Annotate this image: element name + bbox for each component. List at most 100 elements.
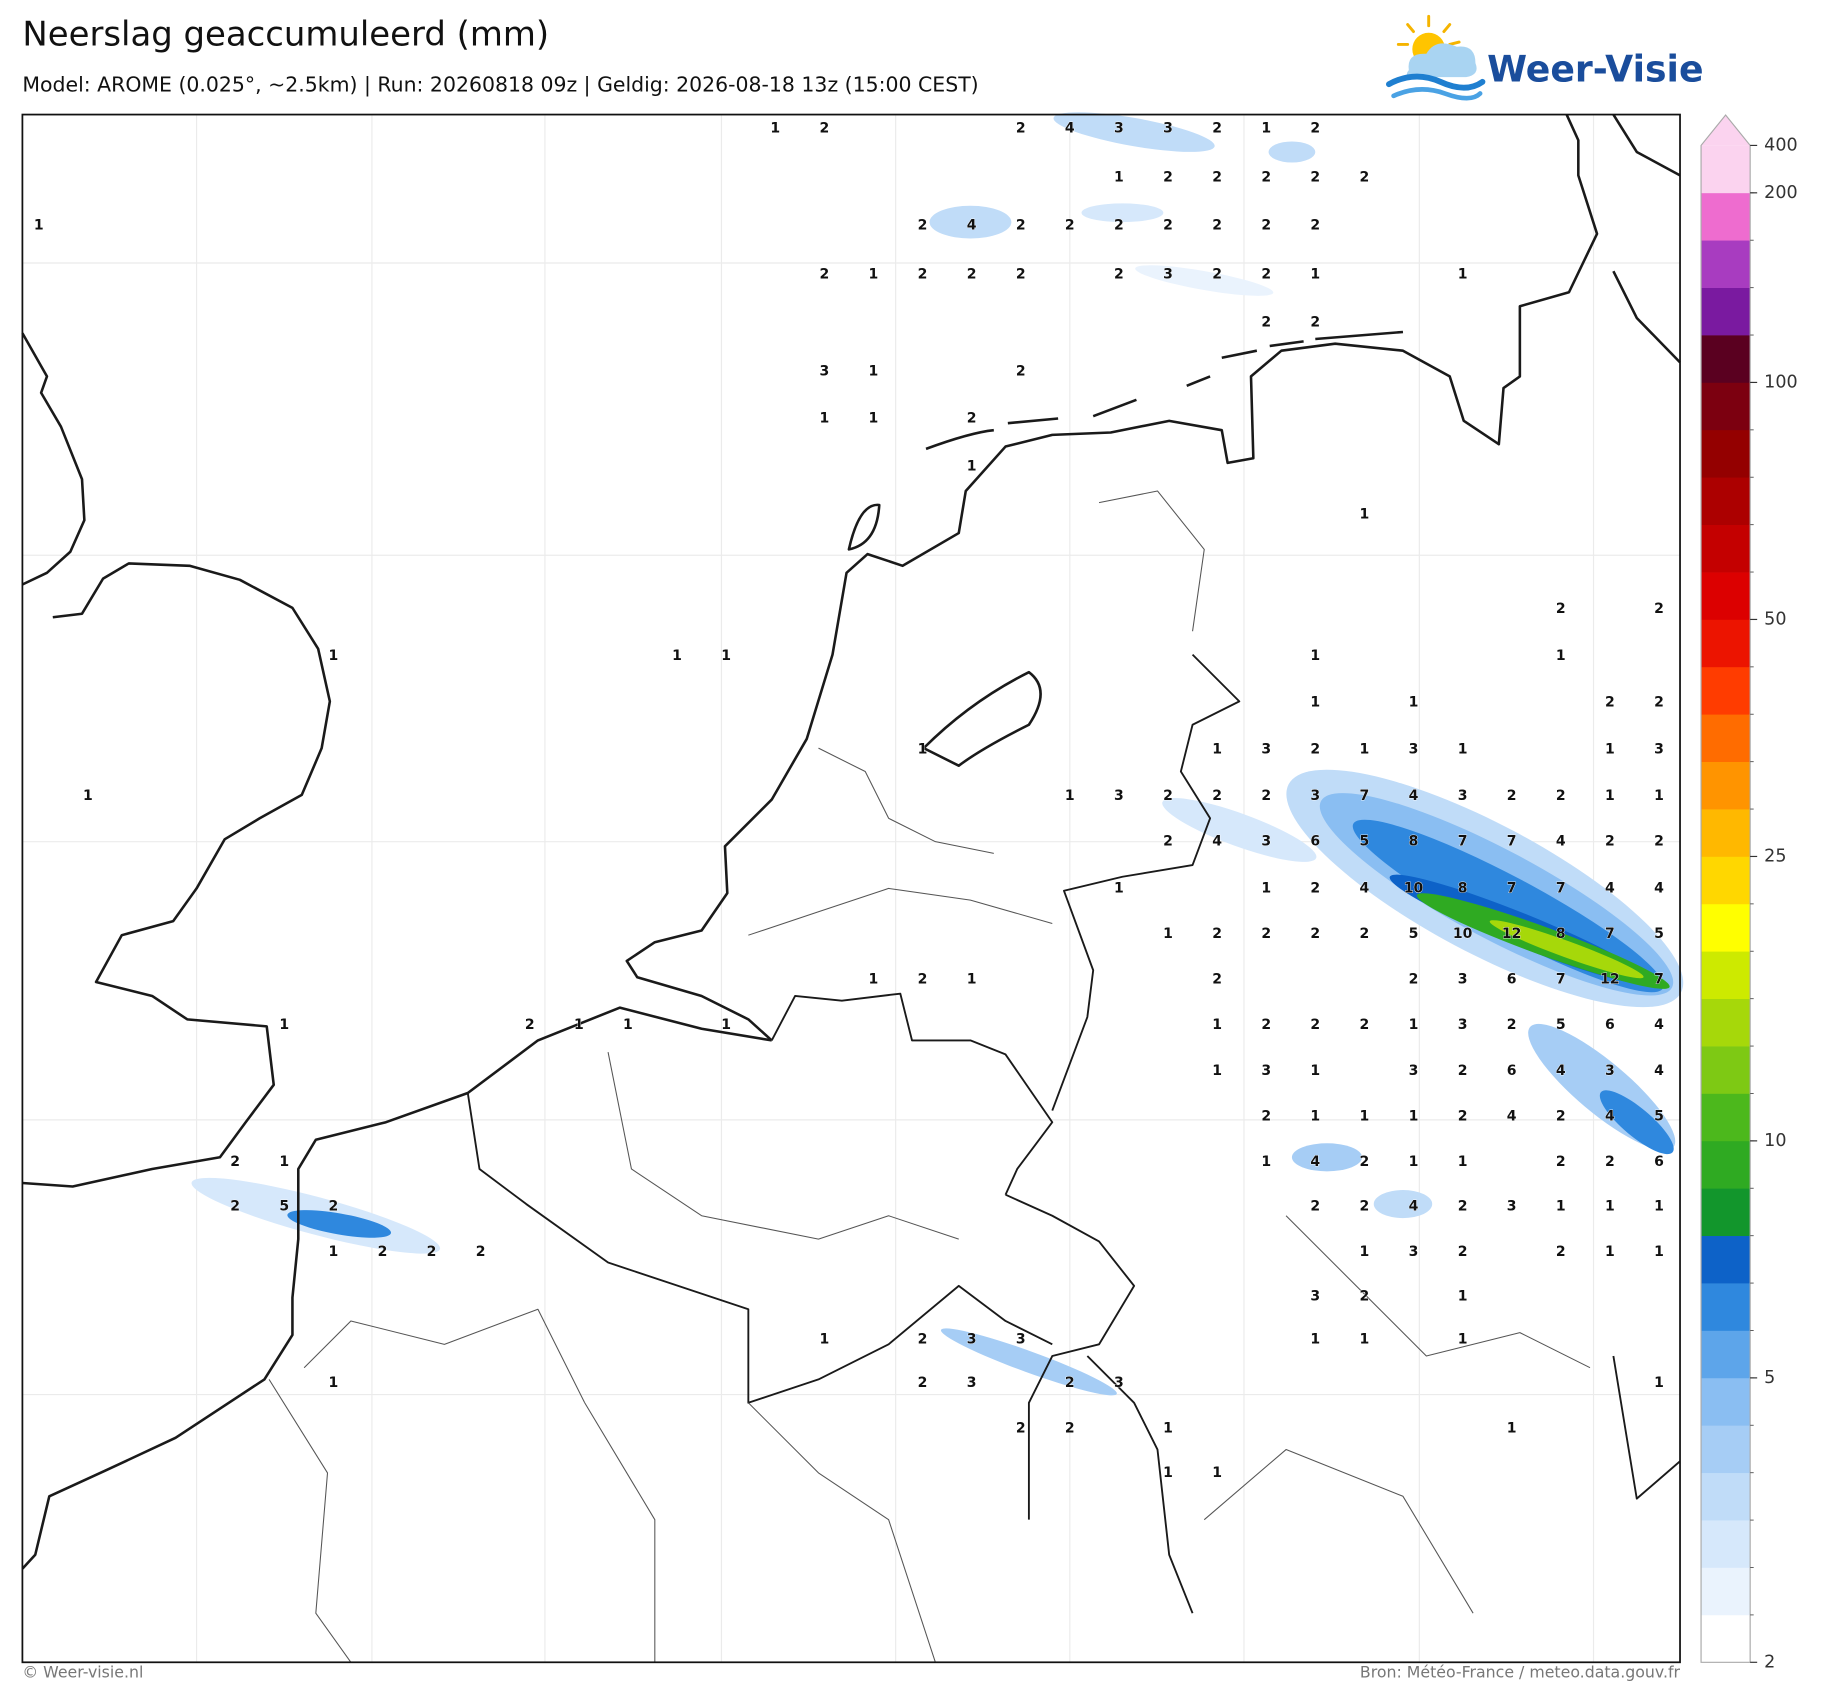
precip-value: 2	[1310, 170, 1320, 186]
precip-value: 1	[1114, 880, 1124, 896]
precip-value: 3	[1261, 1063, 1271, 1079]
precip-value: 3	[1114, 1375, 1124, 1391]
precip-value: 7	[1654, 972, 1664, 988]
precip-value: 1	[1310, 1063, 1320, 1079]
precip-value: 2	[1507, 788, 1517, 804]
precip-value: 1	[1409, 1154, 1419, 1170]
precip-value: 1	[869, 972, 879, 988]
precip-value: 2	[1458, 1108, 1468, 1124]
precip-value: 1	[1360, 1108, 1370, 1124]
precip-value: 2	[1310, 1017, 1320, 1033]
precip-value: 2	[1360, 1017, 1370, 1033]
precip-value: 1	[1261, 1154, 1271, 1170]
precip-value: 2	[1310, 880, 1320, 896]
precip-value: 1	[721, 648, 731, 664]
precip-value: 2	[1360, 1154, 1370, 1170]
precip-value: 6	[1605, 1017, 1615, 1033]
precipitation-field	[191, 112, 1684, 1396]
precip-value: 2	[1016, 218, 1026, 234]
precip-value: 1	[1310, 695, 1320, 711]
colorbar-segment	[1701, 761, 1751, 810]
precip-value: 7	[1458, 834, 1468, 850]
precip-value: 2	[1556, 1154, 1566, 1170]
precip-value: 1	[1163, 1465, 1173, 1481]
precip-value: 2	[918, 267, 928, 283]
precip-value: 1	[1360, 506, 1370, 522]
precip-value: 1	[1310, 267, 1320, 283]
precip-value: 2	[1212, 121, 1222, 137]
precip-value: 2	[1163, 218, 1173, 234]
precip-value: 4	[1360, 880, 1370, 896]
precip-value: 2	[1556, 1108, 1566, 1124]
precip-value: 1	[1654, 788, 1664, 804]
precip-value: 1	[1556, 1198, 1566, 1214]
precip-value: 3	[1409, 741, 1419, 757]
precip-value: 2	[1654, 834, 1664, 850]
precip-value: 7	[1507, 834, 1517, 850]
colorbar-tick-label: 5	[1764, 1368, 1775, 1388]
colorbar-segment	[1701, 1520, 1751, 1568]
precip-value: 2	[1261, 170, 1271, 186]
precip-value: 12	[1600, 972, 1620, 988]
precip-value: 4	[1654, 880, 1664, 896]
precip-value: 8	[1409, 834, 1419, 850]
precip-value: 2	[1310, 218, 1320, 234]
precip-value: 1	[1360, 1332, 1370, 1348]
precip-value: 2	[1556, 788, 1566, 804]
precip-value: 1	[1654, 1244, 1664, 1260]
precip-value: 3	[1261, 741, 1271, 757]
precip-value: 2	[1212, 170, 1222, 186]
precip-value: 3	[1114, 121, 1124, 137]
colorbar-outline	[1700, 114, 1751, 1663]
precip-value: 1	[83, 788, 93, 804]
precip-value: 1	[328, 1244, 338, 1260]
precip-value: 1	[967, 458, 977, 474]
precip-value: 6	[1507, 972, 1517, 988]
precip-value: 1	[1507, 1420, 1517, 1436]
precip-value: 2	[1360, 170, 1370, 186]
precip-value: 1	[1212, 1063, 1222, 1079]
precip-value: 2	[1458, 1063, 1468, 1079]
logo-wave	[1386, 73, 1486, 91]
precip-value: 7	[1360, 788, 1370, 804]
precip-value: 2	[1654, 695, 1664, 711]
precip-value: 1	[1458, 741, 1468, 757]
logo-sun-rays	[1396, 14, 1461, 46]
colorbar-segment	[1701, 1283, 1751, 1331]
colorbar-tick-label: 25	[1764, 846, 1786, 866]
precip-value: 5	[1409, 926, 1419, 942]
precip-value: 5	[1556, 1017, 1566, 1033]
precip-value: 1	[1458, 1288, 1468, 1304]
precip-value: 1	[1310, 1108, 1320, 1124]
logo-text: Weer-Visie	[1487, 47, 1703, 90]
precip-value: 2	[1556, 1244, 1566, 1260]
precip-value: 2	[1016, 364, 1026, 380]
precip-value: 2	[1065, 1375, 1075, 1391]
precip-value: 10	[1453, 926, 1473, 942]
colorbar-segment	[1701, 1330, 1751, 1379]
precip-value: 1	[1261, 121, 1271, 137]
precip-value: 3	[1458, 972, 1468, 988]
precip-value: 2	[1212, 788, 1222, 804]
precip-value: 7	[1556, 972, 1566, 988]
precip-value: 1	[1409, 1017, 1419, 1033]
precip-value: 2	[378, 1244, 388, 1260]
precip-value: 2	[1212, 926, 1222, 942]
precip-value: 1	[574, 1017, 584, 1033]
precip-value: 3	[967, 1375, 977, 1391]
precip-value: 5	[1360, 834, 1370, 850]
colorbar-tick-label: 50	[1764, 609, 1786, 629]
precip-value: 5	[279, 1198, 289, 1214]
precip-value: 1	[279, 1017, 289, 1033]
precip-value: 3	[967, 1332, 977, 1348]
colorbar-segment	[1701, 287, 1751, 336]
colorbar-tick-label: 200	[1764, 183, 1797, 203]
colorbar-tick-label: 100	[1764, 372, 1797, 392]
precip-value: 2	[819, 267, 829, 283]
colorbar-segment	[1701, 1046, 1751, 1094]
precip-value: 1	[869, 364, 879, 380]
precip-value: 4	[1605, 880, 1615, 896]
precip-value: 1	[1163, 1420, 1173, 1436]
logo: Weer-Visie	[1386, 14, 1704, 101]
precip-value: 3	[1016, 1332, 1026, 1348]
